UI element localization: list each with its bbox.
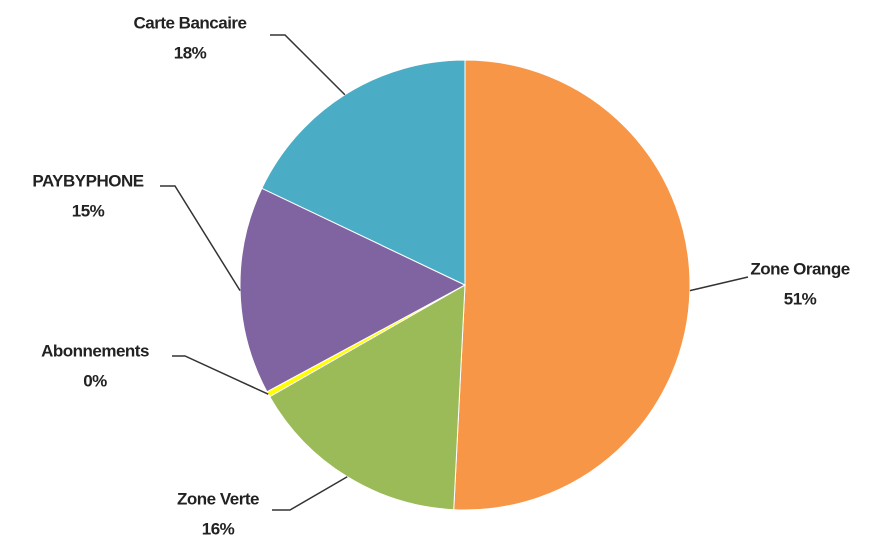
- leader-line: [689, 276, 749, 292]
- leader-line: [272, 476, 348, 511]
- slice-label: Zone Orange: [750, 259, 849, 278]
- slice-value-label: 16%: [202, 519, 235, 538]
- pie-slice: [453, 59, 691, 511]
- slice-value-label: 15%: [72, 201, 105, 220]
- slice-label: PAYBYPHONE: [32, 171, 143, 190]
- slice-label: Abonnements: [41, 341, 149, 360]
- slice-value-label: 0%: [83, 371, 107, 390]
- slice-value-label: 18%: [174, 43, 207, 62]
- leader-line: [270, 34, 346, 96]
- leader-line: [172, 355, 269, 395]
- pie-slice: [261, 59, 466, 286]
- leader-line: [160, 185, 241, 292]
- slice-label: Zone Verte: [177, 489, 259, 508]
- slice-label: Carte Bancaire: [133, 13, 246, 32]
- pie-slice: [239, 187, 467, 393]
- pie-slice: [268, 284, 466, 511]
- slice-value-label: 51%: [784, 289, 817, 308]
